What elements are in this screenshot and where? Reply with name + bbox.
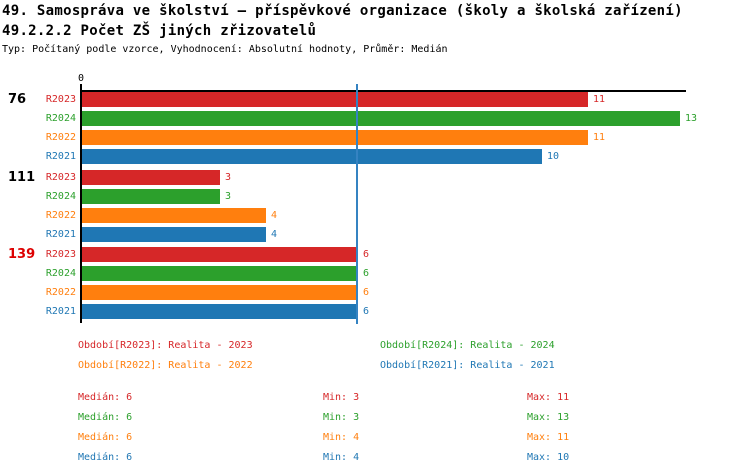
stat-min-row3: Min: 4: [323, 432, 360, 443]
row-label-r2024: R2024: [45, 113, 76, 124]
group-label-76: 76: [8, 92, 27, 107]
stat-min-row2: Min: 3: [323, 412, 360, 423]
bar-value-label: 6: [363, 249, 370, 260]
bar-r2024-g139: [82, 266, 358, 281]
bar-r2021-g76: [82, 149, 542, 164]
group-label-139: 139: [8, 247, 36, 262]
stat-max-row1: Max: 11: [527, 392, 570, 403]
bar-value-label: 11: [593, 94, 606, 105]
bar-value-label: 13: [685, 113, 698, 124]
y-axis-line: [80, 84, 82, 323]
legend-item-3: Období[R2022]: Realita - 2022: [78, 360, 253, 371]
row-label-r2023: R2023: [45, 249, 76, 260]
bar-r2024-g111: [82, 188, 220, 204]
bar-value-label: 3: [225, 171, 232, 183]
legend-item-1: Období[R2023]: Realita - 2023: [78, 340, 253, 351]
stat-max-row3: Max: 11: [527, 432, 570, 443]
bar-value-label: 3: [225, 190, 232, 202]
bar-value-label: 4: [271, 228, 278, 240]
legend-item-2: Období[R2024]: Realita - 2024: [380, 340, 555, 351]
bar-r2024-g76: [82, 111, 680, 126]
bar-r2023-g76: [82, 92, 588, 107]
median-line: [356, 84, 358, 324]
stat-median-row3: Medián: 6: [78, 432, 133, 443]
bar-r2021-g139: [82, 304, 358, 319]
bar-r2021-g111: [82, 226, 266, 242]
group-label-111: 111: [8, 169, 36, 185]
bar-value-label: 6: [363, 287, 370, 298]
bar-value-label: 11: [593, 132, 606, 143]
bar-r2023-g139: [82, 247, 358, 262]
bar-r2023-g111: [82, 169, 220, 185]
stat-max-row4: Max: 10: [527, 452, 570, 463]
row-label-r2024: R2024: [45, 190, 76, 202]
row-label-r2021: R2021: [45, 151, 76, 162]
row-label-r2022: R2022: [45, 287, 76, 298]
x-axis-zero-tick-label: 0: [77, 73, 85, 84]
bar-value-label: 6: [363, 268, 370, 279]
row-label-r2023: R2023: [45, 94, 76, 105]
x-axis-line: [80, 90, 686, 92]
row-label-r2021: R2021: [45, 228, 76, 240]
stat-median-row1: Medián: 6: [78, 392, 133, 403]
stat-min-row4: Min: 4: [323, 452, 360, 463]
chart-meta: Typ: Počítaný podle vzorce, Vyhodnocení:…: [2, 44, 448, 55]
legend-item-4: Období[R2021]: Realita - 2021: [380, 360, 555, 371]
row-label-r2023: R2023: [45, 171, 76, 183]
bar-value-label: 4: [271, 209, 278, 221]
row-label-r2022: R2022: [45, 209, 76, 221]
bar-r2022-g111: [82, 207, 266, 223]
chart-subtitle: 49.2.2.2 Počet ZŠ jiných zřizovatelů: [2, 23, 317, 39]
bar-r2022-g76: [82, 130, 588, 145]
chart-title: 49. Samospráva ve školství – příspěvkové…: [2, 3, 683, 19]
stat-min-row1: Min: 3: [323, 392, 360, 403]
bar-value-label: 10: [547, 151, 560, 162]
stat-median-row2: Medián: 6: [78, 412, 133, 423]
bar-r2022-g139: [82, 285, 358, 300]
stat-max-row2: Max: 13: [527, 412, 570, 423]
row-label-r2021: R2021: [45, 306, 76, 317]
row-label-r2022: R2022: [45, 132, 76, 143]
row-label-r2024: R2024: [45, 268, 76, 279]
stat-median-row4: Medián: 6: [78, 452, 133, 463]
bar-value-label: 6: [363, 306, 370, 317]
